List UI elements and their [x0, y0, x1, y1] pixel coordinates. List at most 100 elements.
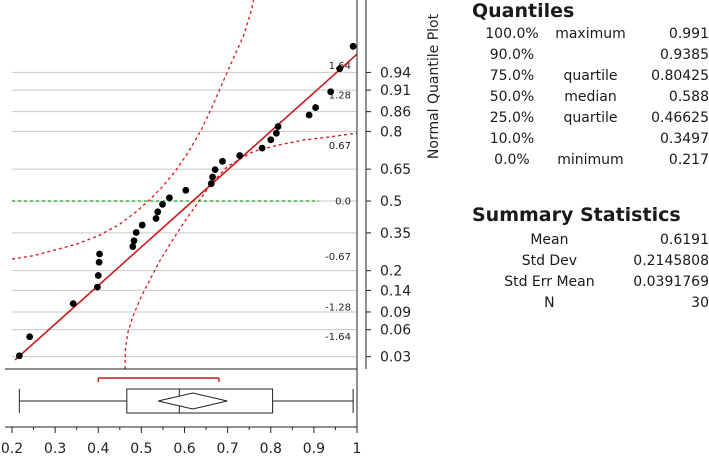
probability-tick-label: 0.5: [380, 194, 402, 210]
summary-statistics-panel: Summary Statistics Mean 0.6191 Std Dev 0.21…: [472, 204, 709, 314]
summary-value: 0.0391769: [633, 274, 709, 290]
quantile-label: quartile: [563, 110, 618, 126]
quantile-label: quartile: [563, 68, 618, 84]
probability-tick-label: 0.8: [380, 124, 402, 140]
summary-row: Std Err Mean 0.0391769: [492, 272, 709, 293]
box-plot: [18, 377, 354, 414]
summary-row: N 30: [492, 293, 709, 314]
x-tick-label: 0.8: [260, 441, 282, 457]
data-point: [274, 123, 282, 130]
x-tick-label: 0.3: [44, 441, 66, 457]
data-point: [272, 129, 280, 137]
fit-line: [14, 53, 358, 361]
data-point: [152, 215, 160, 222]
data-point: [211, 166, 219, 174]
quantile-value: 0.217: [668, 152, 709, 168]
quantile-percent: 90.0%: [489, 47, 535, 63]
data-point: [159, 200, 166, 208]
summary-statistics-title: Summary Statistics: [472, 204, 681, 226]
data-point: [166, 194, 173, 202]
data-point: [207, 180, 215, 188]
x-tick-label: 0.9: [303, 441, 325, 457]
quantile-row: 75.0% quartile 0.80425: [480, 66, 709, 87]
quantile-row: 90.0% 0.9385: [480, 45, 709, 66]
summary-value: 0.2145808: [633, 253, 709, 269]
quantile-row: 0.0% minimum 0.217: [480, 150, 709, 171]
z-label: 1.28: [329, 91, 351, 102]
quantile-row: 100.0% maximum 0.991: [480, 24, 709, 45]
data-point: [312, 104, 319, 111]
x-tick-label: 1: [353, 441, 362, 457]
summary-label: Std Err Mean: [504, 274, 595, 290]
probability-tick-label: 0.94: [380, 65, 411, 81]
z-label: -0.67: [325, 252, 351, 263]
data-point: [349, 42, 357, 50]
z-label: 0.0: [335, 197, 351, 208]
data-point: [219, 157, 226, 165]
data-point: [93, 283, 101, 291]
data-point: [95, 258, 103, 266]
y-axis-label: Normal Quantile Plot: [426, 13, 442, 159]
data-point: [236, 152, 244, 159]
probability-tick-label: 0.2: [380, 264, 402, 280]
quantile-label: [544, 45, 637, 66]
quantile-percent: 0.0%: [494, 152, 530, 168]
probability-tick-label: 0.14: [380, 283, 411, 299]
data-point: [138, 221, 146, 229]
quantile-value: 0.588: [668, 89, 709, 105]
quantile-value: 0.46625: [651, 110, 709, 126]
data-point: [26, 333, 34, 341]
quantile-percent: 10.0%: [489, 131, 535, 147]
data-point: [182, 186, 190, 194]
quantile-percent: 100.0%: [485, 26, 539, 42]
quantile-value: 0.991: [668, 26, 709, 42]
quantiles-table: 100.0% maximum 0.991 90.0% 0.9385 75.0% quarti…: [480, 24, 709, 171]
data-point: [96, 250, 103, 258]
summary-row: Mean 0.6191: [492, 230, 709, 251]
data-point: [129, 243, 137, 250]
x-tick-label: 0.4: [87, 441, 109, 457]
data-point: [258, 144, 266, 152]
summary-label: Mean: [530, 232, 569, 248]
probability-tick-label: 0.65: [380, 162, 411, 178]
x-axis: 0.2 0.3 0.4 0.5 0.6 0.7 0.8 0.9 1: [1, 427, 362, 457]
quantile-row: 25.0% quartile 0.46625: [480, 108, 709, 129]
summary-label: Std Dev: [521, 253, 578, 269]
z-label: -1.28: [325, 302, 351, 313]
quantile-value: 0.80425: [651, 68, 709, 84]
summary-row: Std Dev 0.2145808: [492, 251, 709, 272]
quantile-label: maximum: [555, 26, 626, 42]
quantile-percent: 25.0%: [489, 110, 535, 126]
probability-tick-label: 0.09: [380, 305, 411, 321]
quantile-percent: 50.0%: [489, 89, 535, 105]
data-point: [267, 136, 275, 144]
quantile-row: 10.0% 0.3497: [480, 129, 709, 150]
x-tick-label: 0.7: [216, 441, 238, 457]
x-tick-label: 0.6: [173, 441, 195, 457]
data-point: [69, 300, 77, 308]
fit-line-group: [14, 53, 358, 361]
probability-tick-label: 0.03: [380, 350, 411, 366]
quantile-label: minimum: [557, 152, 624, 168]
confidence-band-upper: [11, 0, 255, 260]
quantile-row: 50.0% median 0.588: [480, 87, 709, 108]
data-point: [154, 208, 162, 216]
data-point: [209, 173, 216, 181]
summary-value: 0.6191: [660, 232, 709, 248]
probability-axis: 0.94 0.91 0.86 0.8 0.65 0.5 0.35 0.2 0.14 0.09 0.0…: [365, 0, 411, 369]
probability-tick-label: 0.06: [380, 323, 411, 339]
gridlines: [12, 71, 357, 358]
summary-statistics-table: Mean 0.6191 Std Dev 0.2145808 Std Err Mean 0.…: [492, 230, 709, 314]
data-point: [327, 88, 335, 96]
x-tick-label: 0.2: [1, 441, 23, 457]
summary-label: N: [544, 295, 555, 311]
confidence-band-lower: [124, 132, 358, 370]
summary-value: 30: [691, 295, 709, 311]
plot-frame: [5, 0, 358, 428]
data-point: [336, 65, 344, 73]
confidence-bands: [11, 0, 358, 370]
data-point: [15, 352, 23, 360]
data-point: [94, 272, 102, 279]
data-point: [130, 237, 138, 245]
data-point: [132, 229, 140, 236]
